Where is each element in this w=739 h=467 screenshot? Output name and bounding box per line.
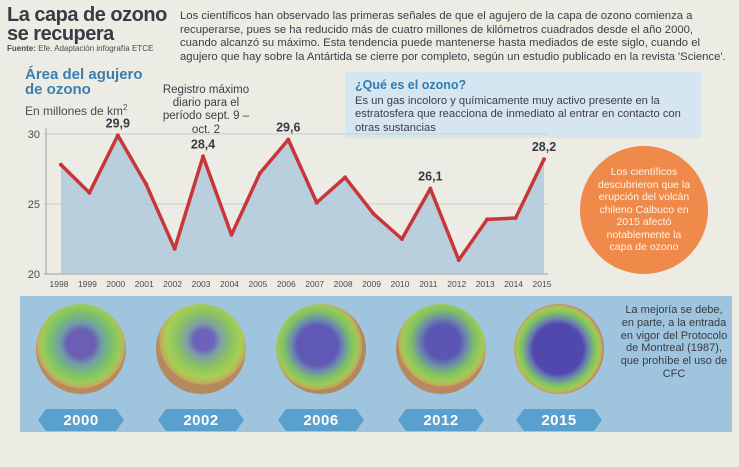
year-tag-label: 2000 xyxy=(63,411,99,429)
data-point xyxy=(229,232,234,237)
data-point xyxy=(542,157,546,162)
data-point xyxy=(314,200,319,205)
x-tick-label: 2012 xyxy=(447,279,466,289)
area-unit-text: En millones de km xyxy=(25,104,124,118)
globe-band xyxy=(20,296,732,432)
globe-2015 xyxy=(514,304,604,394)
area-unit: En millones de km2 xyxy=(25,103,128,118)
data-point xyxy=(172,246,177,251)
year-tag-label: 2006 xyxy=(303,411,339,429)
calbuco-note-text: Los científicos descubrieron que la erup… xyxy=(597,165,691,254)
data-point xyxy=(257,171,262,176)
data-point xyxy=(513,216,518,220)
page-title: La capa de ozono se recupera xyxy=(7,4,167,45)
y-tick-label: 20 xyxy=(28,269,40,281)
year-tag-label: 2012 xyxy=(423,411,459,429)
x-tick-label: 1998 xyxy=(50,279,69,289)
globe-2006 xyxy=(276,304,366,394)
y-tick-label: 30 xyxy=(28,129,40,141)
calbuco-note: Los científicos descubrieron que la erup… xyxy=(580,146,708,274)
ozone-info-box: ¿Qué es el ozono? Es un gas incoloro y q… xyxy=(345,72,701,138)
chart-area-fill xyxy=(61,135,544,274)
year-tag-shape xyxy=(278,409,364,431)
registro-note: Registro máximo diario para el período s… xyxy=(162,84,250,136)
data-point xyxy=(371,211,376,216)
x-tick-label: 2010 xyxy=(390,279,409,289)
x-tick-label: 2005 xyxy=(248,279,267,289)
data-label: 29,6 xyxy=(276,121,300,135)
x-tick-label: 2009 xyxy=(362,279,381,289)
year-tag-2006: 2006 xyxy=(278,409,364,431)
x-tick-label: 2001 xyxy=(135,279,154,289)
x-tick-label: 2008 xyxy=(334,279,353,289)
data-label: 28,2 xyxy=(532,140,556,154)
data-point xyxy=(456,258,461,262)
chart-series-line xyxy=(59,133,546,262)
source-label: Fuente: xyxy=(7,44,36,53)
globe-2002 xyxy=(156,304,246,394)
year-tag-2015: 2015 xyxy=(516,409,602,431)
source-text: Efe. Adaptación infografía ETCE xyxy=(38,44,154,53)
intro-text: Los científicos han observado las primer… xyxy=(180,10,726,63)
data-point xyxy=(115,133,120,138)
montreal-note: La mejoría se debe, en parte, a la entra… xyxy=(620,304,728,380)
year-tag-2012: 2012 xyxy=(398,409,484,431)
chart-data-labels: 29,9 28,4 29,6 26,1 28,2 xyxy=(106,116,557,183)
chart-y-ticks: 20 25 30 xyxy=(28,129,40,281)
data-point xyxy=(201,154,206,159)
x-tick-label: 2002 xyxy=(163,279,182,289)
year-tag-label: 2002 xyxy=(183,411,219,429)
data-point xyxy=(428,186,433,191)
ozone-info-title: ¿Qué es el ozono? xyxy=(355,78,467,92)
data-point xyxy=(343,175,348,180)
x-tick-label: 2004 xyxy=(220,279,239,289)
data-label: 29,9 xyxy=(106,116,130,130)
chart-points xyxy=(59,133,546,262)
ozone-line-chart: 20 25 30 1998 1999 2000 2001 2002 2003 2004 2005 2… xyxy=(28,116,557,289)
globe-2000 xyxy=(36,304,126,394)
data-point xyxy=(399,237,404,241)
x-tick-label: 2011 xyxy=(419,279,438,289)
data-point xyxy=(87,190,92,195)
source-line: Fuente: Efe. Adaptación infografía ETCE xyxy=(7,44,153,53)
data-label: 26,1 xyxy=(418,170,442,184)
year-tag-2000: 2000 xyxy=(38,409,124,431)
data-point xyxy=(286,137,291,142)
year-tag-shape xyxy=(516,409,602,431)
x-tick-label: 2015 xyxy=(533,279,552,289)
x-tick-label: 2013 xyxy=(476,279,495,289)
year-tag-2002: 2002 xyxy=(158,409,244,431)
year-tag-shape xyxy=(398,409,484,431)
area-title: Área del agujero de ozono xyxy=(25,66,143,98)
data-point xyxy=(144,182,149,187)
data-label: 28,4 xyxy=(191,137,215,151)
year-tag-label: 2015 xyxy=(541,411,577,429)
y-tick-label: 25 xyxy=(28,199,40,211)
ozone-info-text: Es un gas incoloro y químicamente muy ac… xyxy=(355,95,681,134)
year-tag-shape xyxy=(158,409,244,431)
x-tick-label: 2006 xyxy=(277,279,296,289)
x-tick-label: 2003 xyxy=(192,279,211,289)
x-tick-label: 1999 xyxy=(78,279,97,289)
globe-2012 xyxy=(396,304,486,394)
year-tag-shape xyxy=(38,409,124,431)
area-unit-sup: 2 xyxy=(123,103,128,112)
x-tick-label: 2007 xyxy=(305,279,324,289)
chart-x-ticks: 1998 1999 2000 2001 2002 2003 2004 2005 2006 2007… xyxy=(50,279,552,289)
x-tick-label: 2000 xyxy=(106,279,125,289)
data-point xyxy=(485,217,490,222)
data-point xyxy=(59,162,63,167)
x-tick-label: 2014 xyxy=(504,279,523,289)
